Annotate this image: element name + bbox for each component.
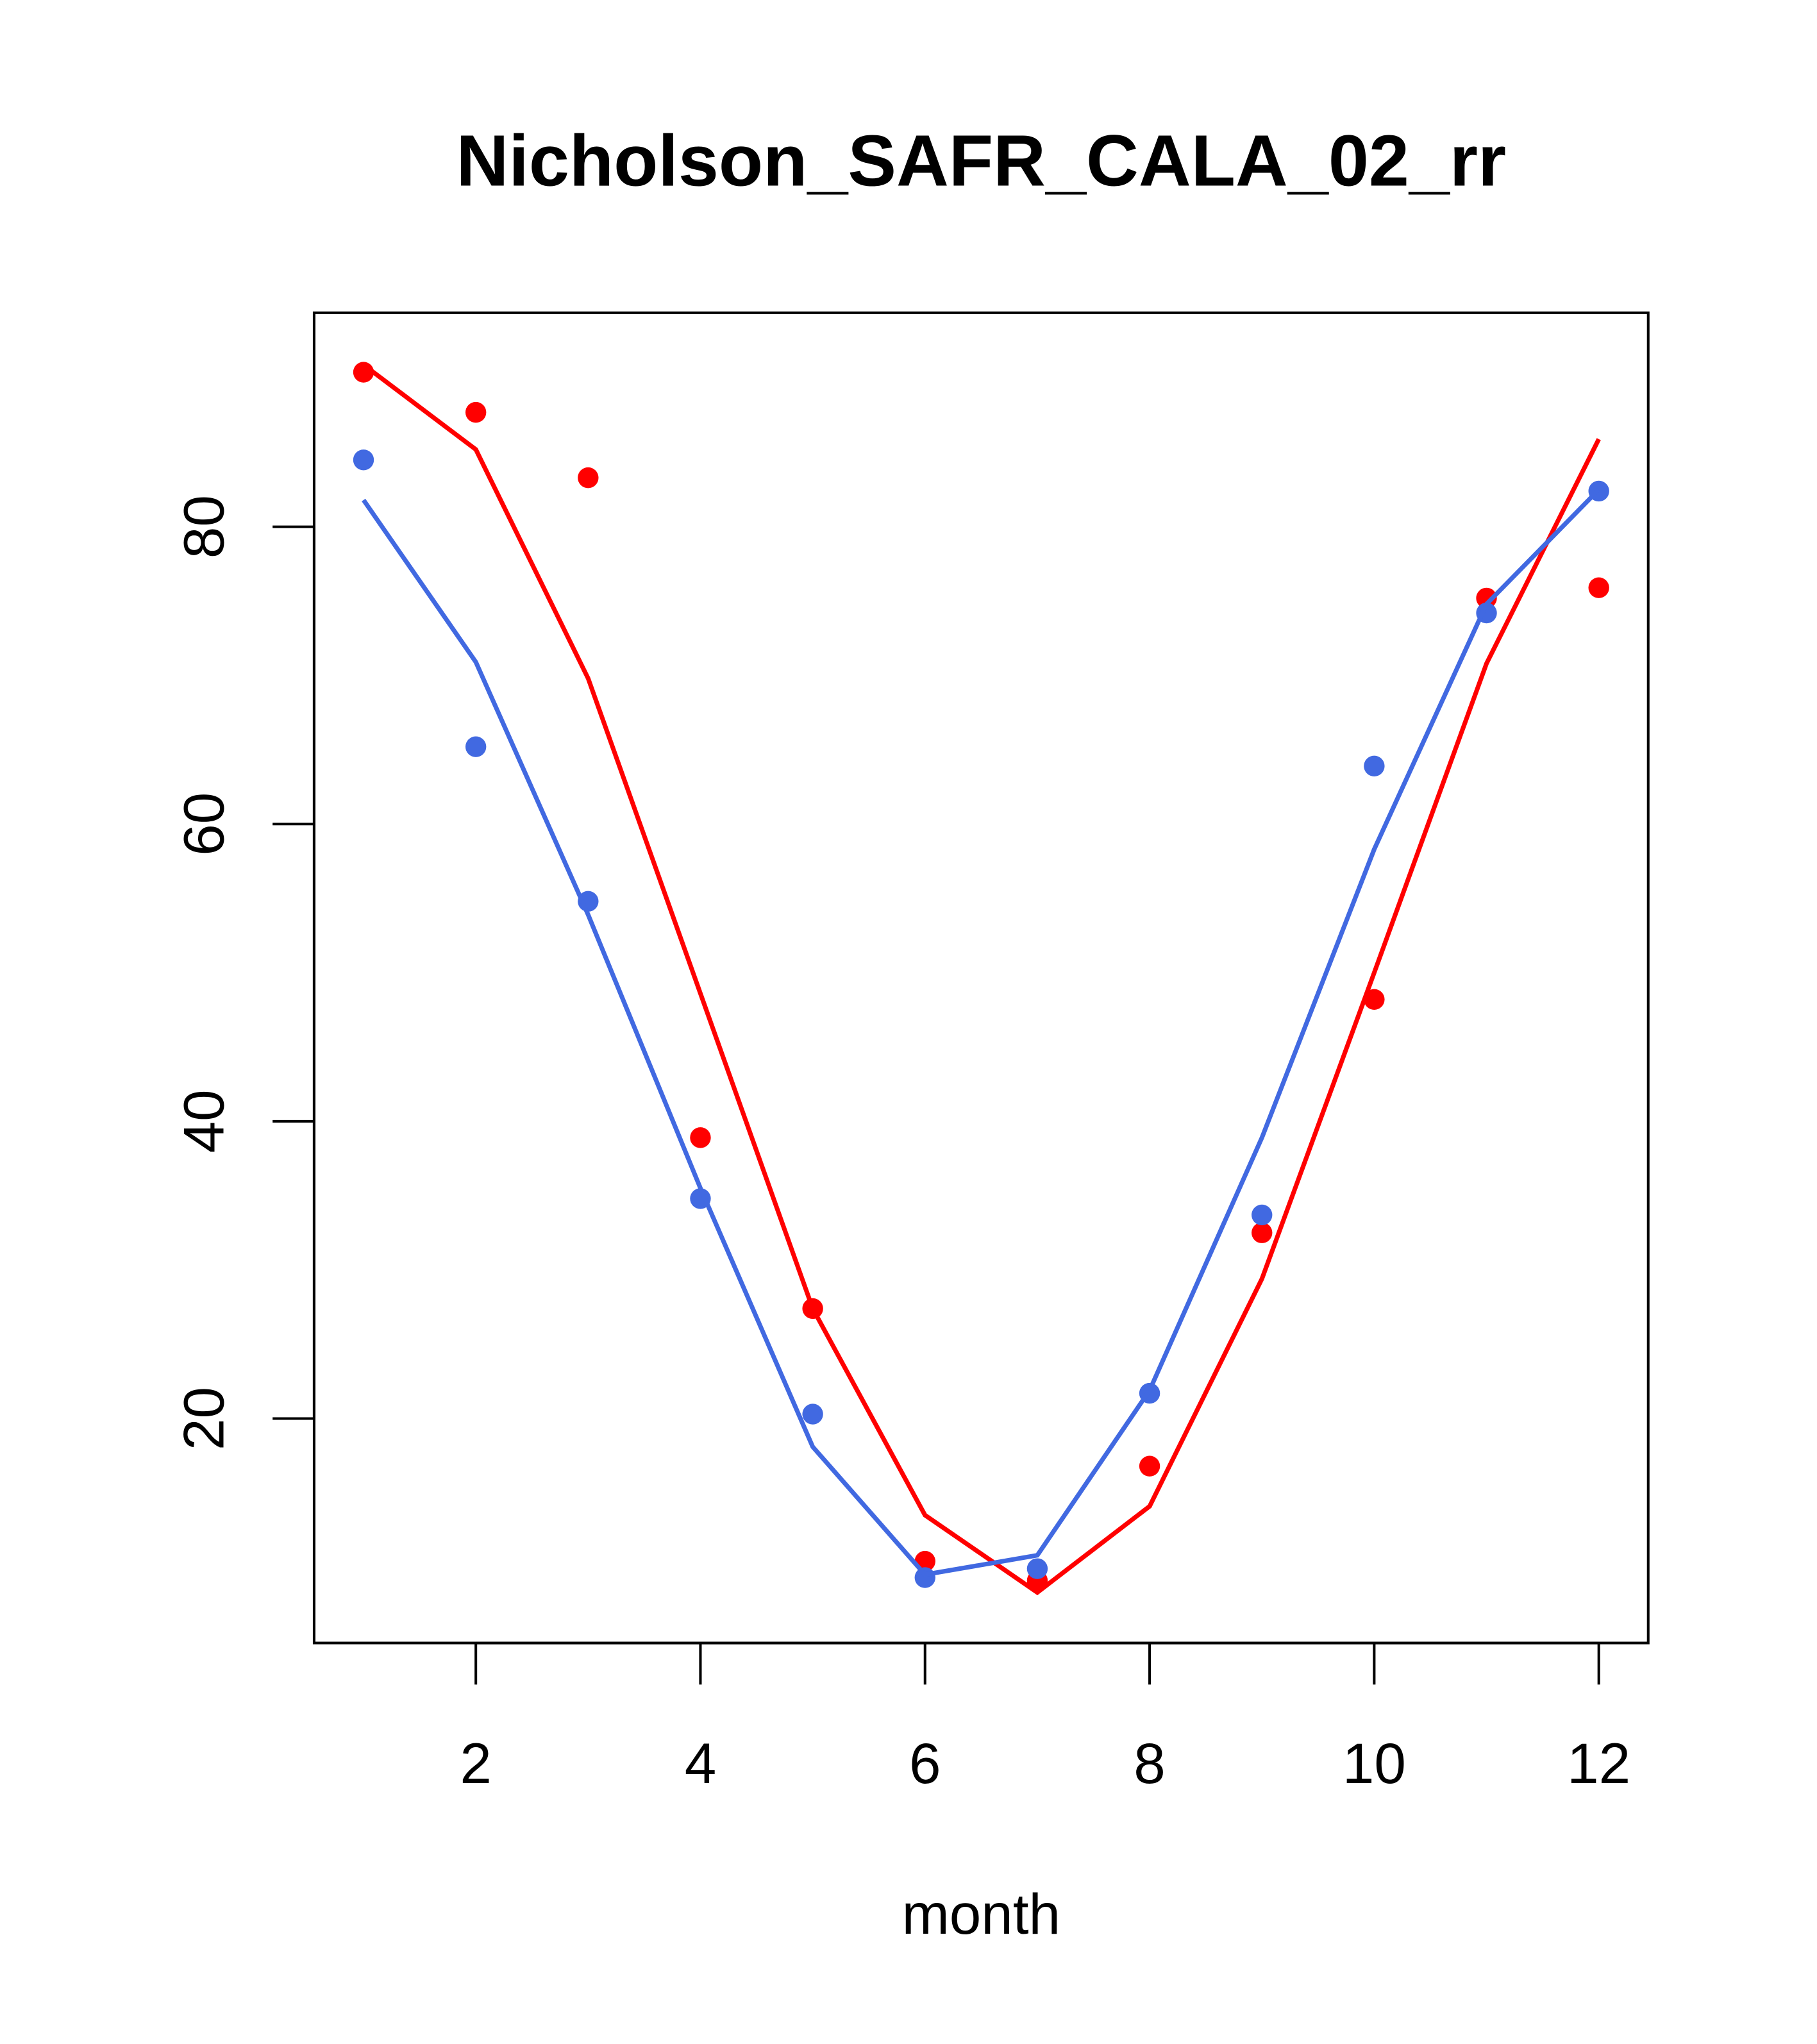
red-line — [362, 363, 1601, 1596]
x-tick-label: 8 — [1134, 1731, 1166, 1795]
red-points-point — [1139, 1455, 1160, 1477]
blue-line — [362, 488, 1601, 1577]
red-points-point — [690, 1127, 711, 1148]
x-tick-label: 10 — [1343, 1731, 1406, 1795]
x-tick-label: 4 — [685, 1731, 717, 1795]
x-tick-label: 2 — [460, 1731, 492, 1795]
red-points-point — [1476, 587, 1497, 609]
blue-points-point — [1026, 1558, 1048, 1579]
blue-points-point — [465, 736, 487, 757]
series-layer — [353, 362, 1609, 1596]
y-axis: 20 40 60 80 — [171, 495, 315, 1450]
blue-points-point — [914, 1567, 935, 1588]
blue-points-point — [353, 449, 374, 471]
red-points-point — [578, 467, 599, 489]
y-tick-label: 60 — [171, 792, 235, 856]
x-axis: 2 4 6 8 10 12 — [460, 1641, 1630, 1795]
chart-title: Nicholson_SAFR_CALA_02_rr — [456, 120, 1507, 201]
y-tick-label: 80 — [171, 495, 235, 558]
plot-frame — [312, 311, 1650, 1645]
red-points-point — [1588, 577, 1609, 598]
y-tick-label: 20 — [171, 1387, 235, 1450]
red-points-point — [1364, 989, 1385, 1010]
x-axis-label: month — [902, 1882, 1061, 1946]
blue-points-point — [1252, 1204, 1273, 1226]
x-tick-label: 6 — [909, 1731, 941, 1795]
x-tick-label: 12 — [1567, 1731, 1630, 1795]
blue-points-point — [802, 1403, 823, 1425]
red-points-point — [465, 401, 487, 423]
blue-points-point — [1364, 755, 1385, 777]
y-tick-label: 40 — [171, 1089, 235, 1153]
red-points-point — [1252, 1222, 1273, 1243]
